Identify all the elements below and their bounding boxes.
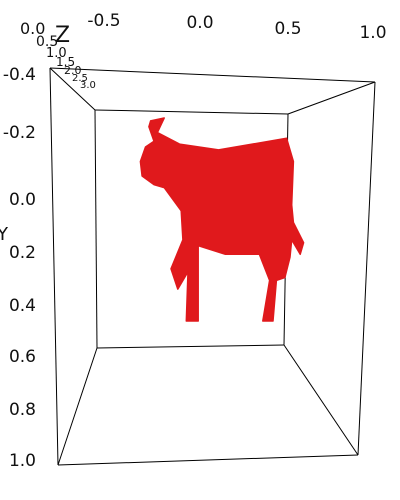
box-edge xyxy=(358,82,375,455)
box-edge xyxy=(95,110,97,348)
y-axis-label: Y xyxy=(0,224,9,245)
box-edge xyxy=(58,455,358,465)
box-edge xyxy=(288,82,375,114)
y-tick-label: 0.4 xyxy=(9,296,36,316)
y-tick-label: 0.2 xyxy=(9,243,36,263)
box-edge xyxy=(58,348,97,465)
z-axis-label: Z xyxy=(55,23,70,48)
cow-point-cloud xyxy=(140,118,303,321)
y-tick-label: 0.6 xyxy=(9,347,36,367)
box-edge xyxy=(97,345,284,348)
y-tick-label: 0.0 xyxy=(9,190,36,210)
box-edge xyxy=(95,110,288,114)
x-tick-label: 0.0 xyxy=(186,13,213,33)
y-tick-label: 0.8 xyxy=(9,400,36,420)
box-edge xyxy=(284,345,358,455)
x-tick-labels: -0.5 0.0 0.5 1.0 xyxy=(87,11,386,43)
box-edge xyxy=(50,68,375,82)
y-tick-label: -0.4 xyxy=(3,65,36,85)
x-tick-label: -0.5 xyxy=(87,11,120,31)
x-tick-label: 1.0 xyxy=(359,23,386,43)
axes-box xyxy=(50,68,375,465)
x-tick-label: 0.5 xyxy=(274,19,301,39)
y-tick-labels: -0.4 -0.2 0.0 0.2 0.4 0.6 0.8 1.0 xyxy=(3,65,36,471)
point-cloud xyxy=(140,118,303,321)
y-tick-label: -0.2 xyxy=(3,123,36,143)
y-tick-label: 1.0 xyxy=(9,451,36,471)
z-tick-label: 3.0 xyxy=(80,80,96,91)
box-edge xyxy=(50,68,58,465)
